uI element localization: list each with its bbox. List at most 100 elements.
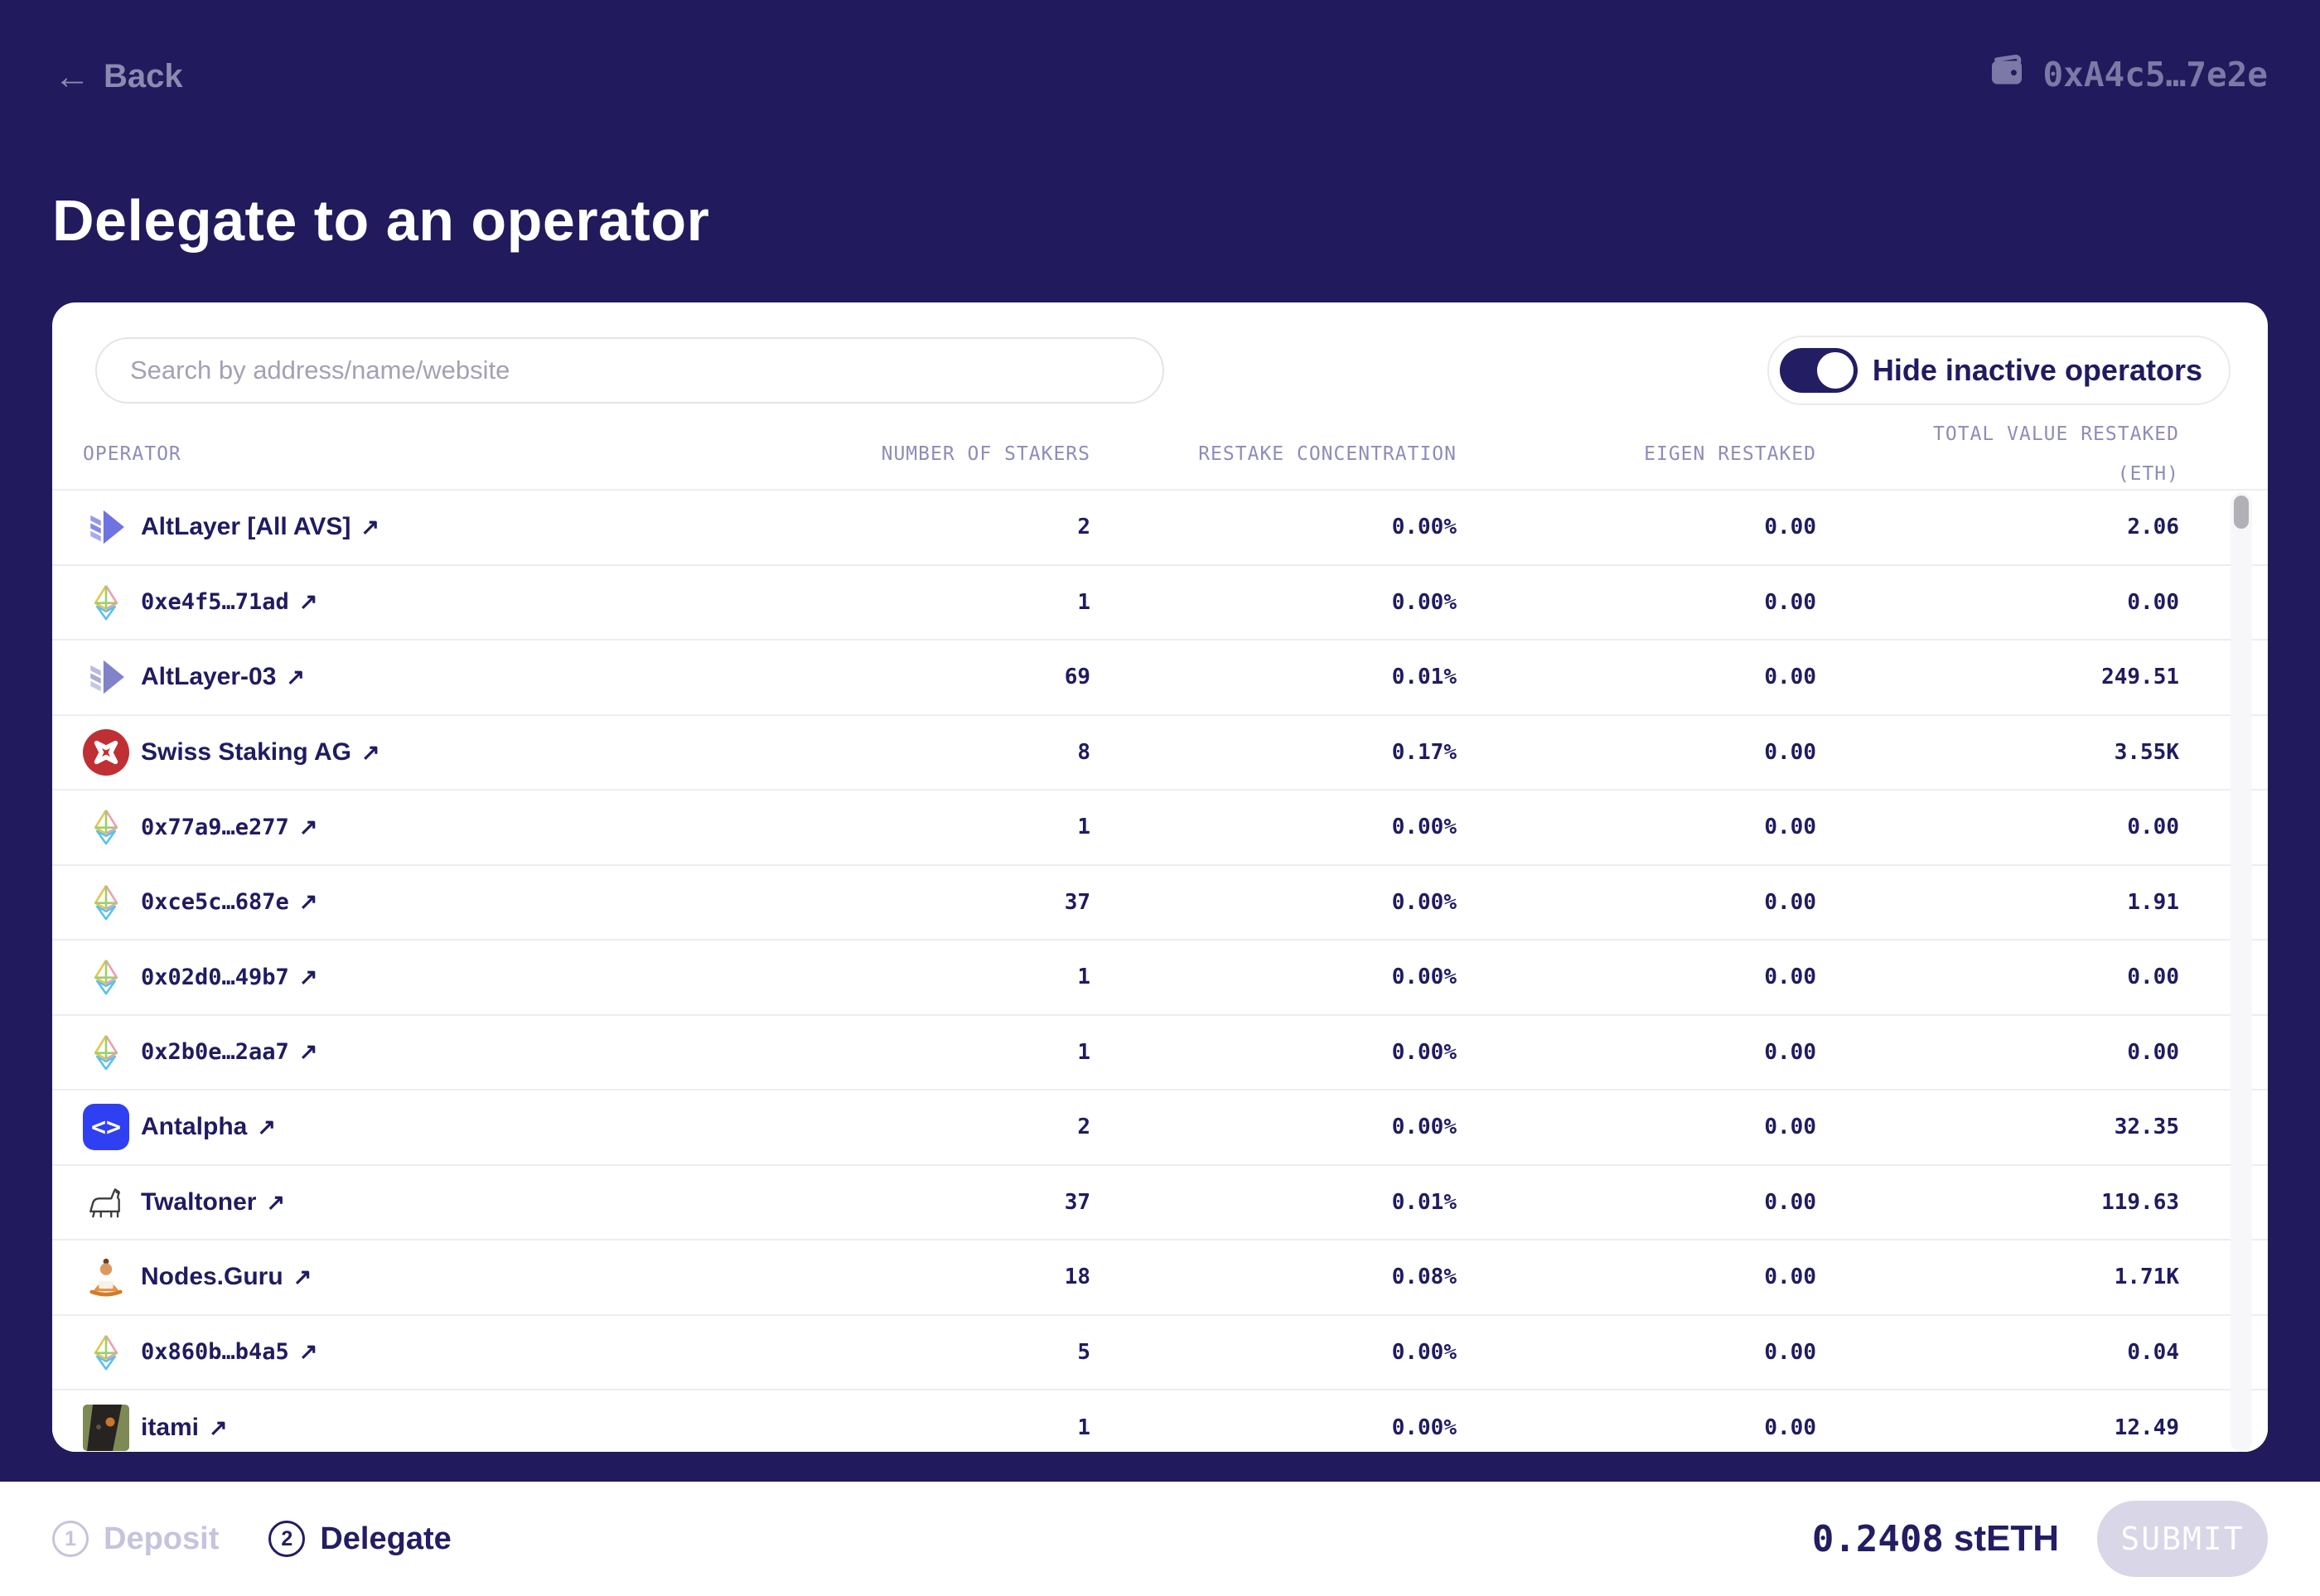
card-toolbar: Hide inactive operators (95, 336, 2231, 405)
restake-concentration-value: 0.00% (1391, 889, 1457, 915)
operator-cell: AltLayer-03 ↗ (83, 654, 849, 700)
total-value-restaked-value: 0.00 (2127, 815, 2179, 840)
total-value-restaked-value: 32.35 (2114, 1115, 2179, 1140)
ethereum-icon (83, 1329, 129, 1376)
back-button[interactable]: ← Back (54, 58, 183, 95)
table-row[interactable]: Twaltoner ↗ 37 0.01% 0.00 119.63 (52, 1165, 2268, 1241)
table-row[interactable]: AltLayer [All AVS] ↗ 2 0.00% 0.00 2.06 (52, 491, 2268, 566)
operator-cell: 0xe4f5…71ad ↗ (83, 579, 849, 626)
operator-link[interactable]: 0xe4f5…71ad ↗ (141, 589, 317, 615)
total-value-restaked-value: 0.00 (2127, 965, 2179, 990)
external-link-icon: ↗ (298, 814, 318, 839)
external-link-icon: ↗ (298, 589, 318, 615)
restake-concentration-value: 0.00% (1391, 589, 1457, 615)
operator-cell: 0x02d0…49b7 ↗ (83, 954, 849, 1000)
restake-concentration-value: 0.00% (1391, 1339, 1457, 1365)
amount-value: 0.2408 (1811, 1517, 1944, 1560)
operator-name: Nodes.Guru (141, 1263, 283, 1291)
restake-concentration-value: 0.00% (1391, 1115, 1457, 1140)
table-row[interactable]: itami ↗ 1 0.00% 0.00 12.49 (52, 1390, 2268, 1452)
column-operator: OPERATOR (83, 443, 181, 466)
operator-link[interactable]: AltLayer [All AVS] ↗ (141, 513, 379, 541)
eigen-restaked-value: 0.00 (1764, 1115, 1816, 1140)
operator-link[interactable]: AltLayer-03 ↗ (141, 663, 305, 691)
scrollbar-track[interactable] (2231, 492, 2252, 1452)
operator-name: itami (141, 1414, 200, 1442)
svg-text:<>: <> (91, 1113, 121, 1142)
toggle-label: Hide inactive operators (1872, 353, 2202, 387)
scrollbar-thumb[interactable] (2234, 496, 2249, 529)
operator-link[interactable]: 0x02d0…49b7 ↗ (141, 965, 317, 990)
back-arrow-icon: ← (54, 56, 90, 97)
operator-link[interactable]: Swiss Staking AG ↗ (141, 738, 380, 767)
operator-link[interactable]: 0x860b…b4a5 ↗ (141, 1339, 317, 1365)
eigen-restaked-value: 0.00 (1764, 1039, 1816, 1065)
step-deposit[interactable]: 1 Deposit (52, 1521, 219, 1557)
total-value-restaked-value: 249.51 (2101, 665, 2179, 690)
total-value-restaked-value: 1.71K (2114, 1265, 2179, 1290)
external-link-icon: ↗ (292, 1265, 312, 1290)
ethereum-icon (83, 954, 129, 1000)
operator-cell: Swiss Staking AG ↗ (83, 728, 849, 776)
ethereum-icon (83, 879, 129, 926)
search-input[interactable] (95, 337, 1164, 404)
operator-cell: itami ↗ (83, 1405, 849, 1452)
column-number-of-stakers: NUMBER OF STAKERS (881, 443, 1090, 466)
eigen-restaked-value: 0.00 (1764, 589, 1816, 615)
operator-link[interactable]: itami ↗ (141, 1414, 228, 1442)
wallet-button[interactable]: 0xA4c5…7e2e (1988, 51, 2268, 98)
operator-link[interactable]: 0x2b0e…2aa7 ↗ (141, 1039, 317, 1065)
table-row[interactable]: 0xe4f5…71ad ↗ 1 0.00% 0.00 0.00 (52, 565, 2268, 641)
operator-cell: 0x2b0e…2aa7 ↗ (83, 1029, 849, 1076)
operator-link[interactable]: Antalpha ↗ (141, 1113, 276, 1141)
ethereum-icon (83, 804, 129, 850)
total-value-restaked-value: 0.04 (2127, 1339, 2179, 1365)
toggle-switch[interactable] (1779, 348, 1858, 393)
table-row[interactable]: Swiss Staking AG ↗ 8 0.17% 0.00 3.55K (52, 715, 2268, 791)
page-title: Delegate to an operator (52, 188, 710, 253)
operator-link[interactable]: 0x77a9…e277 ↗ (141, 815, 317, 840)
table-header: OPERATOR NUMBER OF STAKERS RESTAKE CONCE… (52, 414, 2268, 491)
bottom-bar: 1 Deposit 2 Delegate 0.2408 stETH SUBMIT (0, 1482, 2320, 1596)
altlayer-icon (83, 504, 129, 550)
total-value-restaked-value: 0.00 (2127, 589, 2179, 615)
operator-cell: 0xce5c…687e ↗ (83, 879, 849, 926)
table-row[interactable]: 0x860b…b4a5 ↗ 5 0.00% 0.00 0.04 (52, 1315, 2268, 1390)
table-row[interactable]: 0xce5c…687e ↗ 37 0.00% 0.00 1.91 (52, 865, 2268, 941)
stakers-value: 69 (1064, 665, 1090, 690)
operator-link[interactable]: 0xce5c…687e ↗ (141, 889, 317, 915)
submit-button[interactable]: SUBMIT (2097, 1501, 2268, 1577)
operator-name: 0x77a9…e277 (141, 814, 289, 840)
operator-cell: <> Antalpha ↗ (83, 1104, 849, 1151)
operator-name: AltLayer-03 (141, 663, 277, 691)
ethereum-icon (83, 579, 129, 626)
stakers-value: 1 (1077, 1039, 1090, 1065)
operator-cell: AltLayer [All AVS] ↗ (83, 504, 849, 550)
table-row[interactable]: 0x77a9…e277 ↗ 1 0.00% 0.00 0.00 (52, 791, 2268, 866)
restake-concentration-value: 0.00% (1391, 515, 1457, 540)
external-link-icon: ↗ (360, 515, 379, 540)
stakers-value: 5 (1077, 1339, 1090, 1365)
eigen-restaked-value: 0.00 (1764, 739, 1816, 765)
operator-link[interactable]: Nodes.Guru ↗ (141, 1263, 312, 1291)
table-row[interactable]: 0x2b0e…2aa7 ↗ 1 0.00% 0.00 0.00 (52, 1015, 2268, 1091)
eigen-restaked-value: 0.00 (1764, 1265, 1816, 1290)
total-value-restaked-value: 3.55K (2114, 739, 2179, 765)
antalpha-icon: <> (83, 1104, 129, 1151)
operator-table-body: AltLayer [All AVS] ↗ 2 0.00% 0.00 2.06 0… (52, 491, 2268, 1452)
wallet-icon (1988, 51, 2026, 98)
altlayer-muted-icon (83, 654, 129, 700)
eigen-restaked-value: 0.00 (1764, 965, 1816, 990)
external-link-icon: ↗ (298, 1339, 318, 1365)
eigen-restaked-value: 0.00 (1764, 1415, 1816, 1441)
operator-card: Hide inactive operators OPERATOR NUMBER … (52, 302, 2268, 1452)
table-row[interactable]: AltLayer-03 ↗ 69 0.01% 0.00 249.51 (52, 641, 2268, 716)
eigen-restaked-value: 0.00 (1764, 515, 1816, 540)
hide-inactive-toggle[interactable]: Hide inactive operators (1767, 336, 2231, 405)
step-delegate[interactable]: 2 Delegate (268, 1521, 452, 1557)
stakers-value: 18 (1064, 1265, 1090, 1290)
table-row[interactable]: <> Antalpha ↗ 2 0.00% 0.00 32.35 (52, 1091, 2268, 1166)
table-row[interactable]: 0x02d0…49b7 ↗ 1 0.00% 0.00 0.00 (52, 941, 2268, 1016)
operator-link[interactable]: Twaltoner ↗ (141, 1188, 285, 1216)
table-row[interactable]: Nodes.Guru ↗ 18 0.08% 0.00 1.71K (52, 1241, 2268, 1316)
